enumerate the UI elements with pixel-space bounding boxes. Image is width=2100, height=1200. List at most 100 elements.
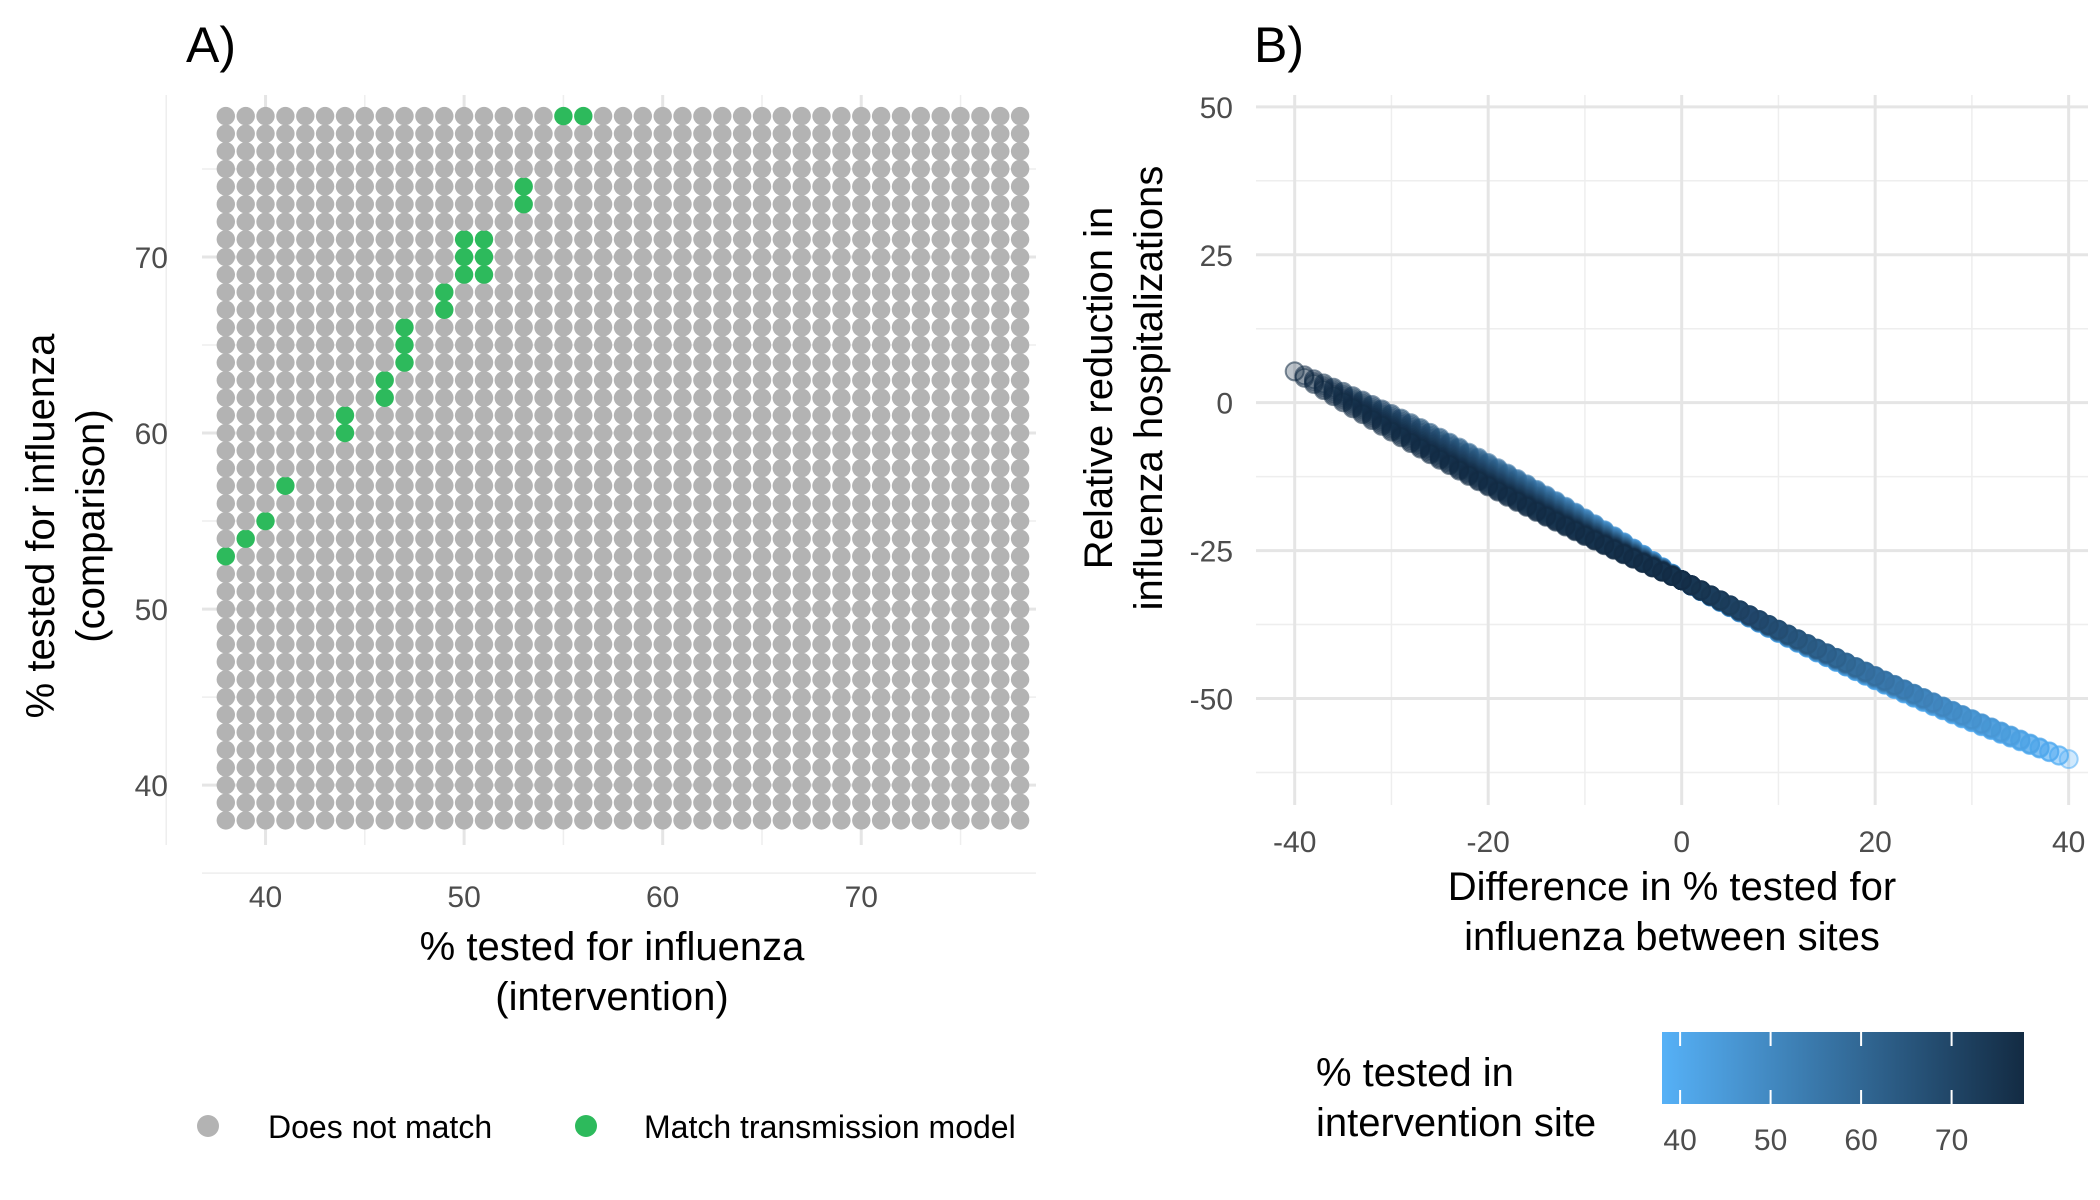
nonmatch-point [296, 353, 315, 372]
nonmatch-point [514, 106, 533, 126]
panel-b-point [1691, 580, 1711, 601]
nonmatch-point [514, 511, 533, 531]
nonmatch-point [653, 652, 672, 672]
nonmatch-point [554, 476, 573, 495]
panel-b-x-ticks: -40 -20 0 20 40 [1273, 826, 2085, 859]
nonmatch-point [951, 142, 970, 161]
nonmatch-point [852, 142, 871, 161]
nonmatch-point [812, 547, 831, 566]
nonmatch-point [871, 476, 891, 495]
nonmatch-point [315, 687, 335, 707]
nonmatch-point [673, 195, 692, 214]
nonmatch-point [276, 652, 295, 672]
nonmatch-point [1010, 247, 1030, 267]
nonmatch-point [812, 335, 831, 355]
nonmatch-point [534, 106, 553, 126]
nonmatch-point [693, 705, 712, 724]
nonmatch-point [633, 353, 652, 372]
nonmatch-point [693, 124, 712, 143]
nonmatch-point [911, 230, 930, 249]
nonmatch-point [216, 283, 235, 302]
nonmatch-point [593, 212, 613, 231]
nonmatch-point [852, 775, 871, 795]
panel-b-x-tick-label: 40 [2052, 826, 2085, 859]
nonmatch-point [534, 617, 553, 636]
nonmatch-point [792, 740, 811, 760]
nonmatch-point [514, 142, 533, 161]
nonmatch-point [375, 670, 394, 689]
nonmatch-point [752, 388, 772, 407]
nonmatch-point [216, 230, 235, 249]
nonmatch-point [991, 247, 1010, 267]
nonmatch-point [673, 564, 692, 584]
nonmatch-point [891, 511, 911, 531]
nonmatch-point [355, 353, 374, 372]
nonmatch-point [216, 124, 235, 143]
nonmatch-point [236, 159, 255, 179]
panel-b-point [1342, 398, 1363, 419]
nonmatch-point [633, 511, 652, 531]
nonmatch-point [236, 247, 255, 267]
nonmatch-point [296, 459, 315, 478]
nonmatch-point [593, 670, 613, 689]
nonmatch-point [1010, 371, 1030, 390]
nonmatch-point [375, 265, 394, 284]
nonmatch-point [474, 388, 494, 407]
nonmatch-point [792, 230, 811, 249]
nonmatch-point [375, 318, 394, 337]
nonmatch-point [871, 159, 891, 179]
nonmatch-point [693, 230, 712, 249]
nonmatch-point [296, 511, 315, 531]
nonmatch-point [415, 142, 434, 161]
panel-b-point [1816, 643, 1837, 664]
nonmatch-point [1010, 705, 1030, 724]
panel-a-x-title-line1: % tested for influenza [420, 925, 805, 969]
nonmatch-point [891, 300, 911, 319]
nonmatch-point [395, 635, 414, 654]
nonmatch-point [375, 723, 394, 742]
nonmatch-point [236, 670, 255, 689]
nonmatch-point [296, 265, 315, 284]
nonmatch-point [514, 723, 533, 742]
nonmatch-point [315, 635, 335, 654]
nonmatch-point [574, 318, 593, 337]
nonmatch-point [673, 547, 692, 566]
panel-b-point [1749, 610, 1770, 630]
nonmatch-point [296, 811, 315, 830]
nonmatch-point [951, 476, 970, 495]
nonmatch-point [375, 494, 394, 513]
nonmatch-point [355, 177, 374, 196]
nonmatch-point [613, 529, 633, 548]
nonmatch-point [454, 159, 474, 179]
panel-b-label: B) [1254, 17, 1304, 73]
nonmatch-point [772, 106, 791, 126]
nonmatch-point [256, 687, 275, 707]
nonmatch-point [395, 195, 414, 214]
panel-b-point [1420, 444, 1441, 465]
nonmatch-point [355, 740, 374, 760]
nonmatch-point [871, 247, 891, 267]
nonmatch-point [375, 793, 394, 812]
nonmatch-point [693, 212, 712, 231]
nonmatch-point [415, 406, 434, 425]
nonmatch-point [613, 300, 633, 319]
legend-swatch-match [575, 1115, 597, 1137]
nonmatch-point [335, 740, 355, 760]
nonmatch-point [375, 687, 394, 707]
nonmatch-point [891, 265, 911, 284]
nonmatch-point [713, 335, 732, 355]
nonmatch-point [335, 371, 355, 390]
nonmatch-point [335, 758, 355, 777]
nonmatch-point [454, 353, 474, 372]
nonmatch-point [792, 177, 811, 196]
nonmatch-point [752, 635, 772, 654]
nonmatch-point [951, 212, 970, 231]
nonmatch-point [693, 599, 712, 619]
nonmatch-point [633, 793, 652, 812]
nonmatch-point [713, 476, 732, 495]
nonmatch-point [395, 476, 414, 495]
nonmatch-point [474, 582, 494, 601]
nonmatch-point [971, 265, 990, 284]
panel-b-y-tick-label: -50 [1190, 684, 1233, 717]
